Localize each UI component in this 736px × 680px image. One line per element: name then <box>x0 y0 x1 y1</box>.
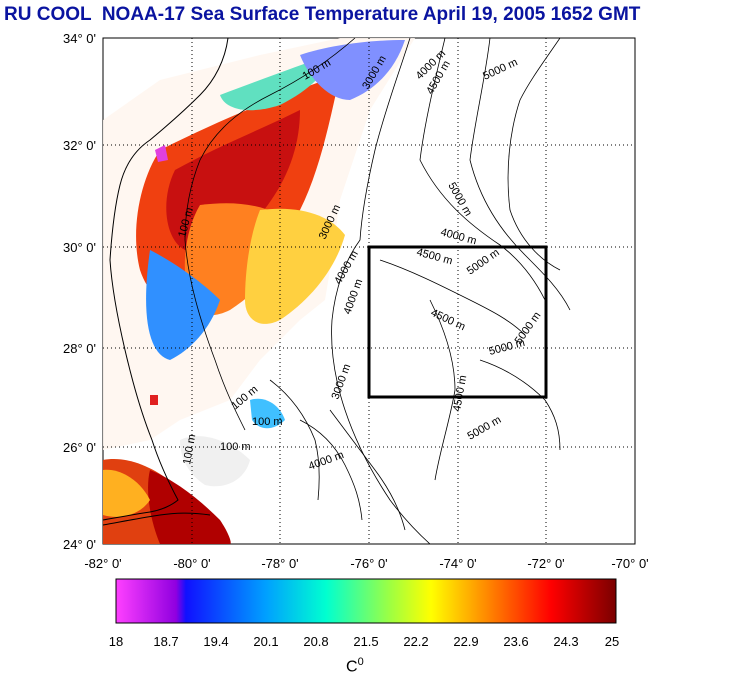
lon-tick-label: -80° 0' <box>173 556 210 571</box>
colorbar-tick-label: 25 <box>605 634 619 649</box>
contour-label: 100 m <box>252 416 283 428</box>
lat-tick-label: 34° 0' <box>63 31 96 46</box>
colorbar-tick-label: 18.7 <box>153 634 178 649</box>
bathymetry-contours <box>184 38 571 544</box>
contour-label: 100 m <box>181 433 198 465</box>
lon-tick-label: -72° 0' <box>527 556 564 571</box>
lon-tick-label: -78° 0' <box>261 556 298 571</box>
lat-tick-label: 24° 0' <box>63 537 96 552</box>
lat-tick-label: 26° 0' <box>63 440 96 455</box>
colorbar-unit-text: C <box>346 658 358 676</box>
colorbar-unit-sup: 0 <box>357 656 364 668</box>
colorbar-tick-label: 18 <box>109 634 123 649</box>
colorbar-tick-label: 20.8 <box>303 634 328 649</box>
lon-tick-label: -70° 0' <box>611 556 648 571</box>
colorbar-tick-label: 22.2 <box>403 634 428 649</box>
lon-tick-label: -82° 0' <box>84 556 121 571</box>
colorbar-ticks: 18 18.7 19.4 20.1 20.8 21.5 22.2 22.9 23… <box>109 634 619 649</box>
lon-tick-label: -74° 0' <box>439 556 476 571</box>
lon-axis: -82° 0' -80° 0' -78° 0' -76° 0' -74° 0' … <box>84 556 648 571</box>
colorbar-tick-label: 22.9 <box>453 634 478 649</box>
lat-tick-label: 28° 0' <box>63 341 96 356</box>
map-title: RU COOL NOAA-17 Sea Surface Temperature … <box>4 4 641 25</box>
lon-tick-label: -76° 0' <box>350 556 387 571</box>
contour-label: 100 m <box>220 441 251 453</box>
colorbar-tick-label: 21.5 <box>353 634 378 649</box>
lat-axis: 34° 0' 32° 0' 30° 0' 28° 0' 26° 0' 24° 0… <box>63 31 96 552</box>
florida-keys <box>103 512 211 526</box>
study-area-box <box>367 245 548 399</box>
lat-tick-label: 32° 0' <box>63 138 96 153</box>
lat-tick-label: 30° 0' <box>63 240 96 255</box>
colorbar-tick-label: 24.3 <box>553 634 578 649</box>
colorbar-tick-label: 20.1 <box>253 634 278 649</box>
colorbar-tick-label: 19.4 <box>203 634 228 649</box>
colorbar <box>115 578 617 624</box>
colorbar-unit-label: C0 <box>346 656 364 676</box>
coastline <box>103 38 229 521</box>
colorbar-tick-label: 23.6 <box>503 634 528 649</box>
